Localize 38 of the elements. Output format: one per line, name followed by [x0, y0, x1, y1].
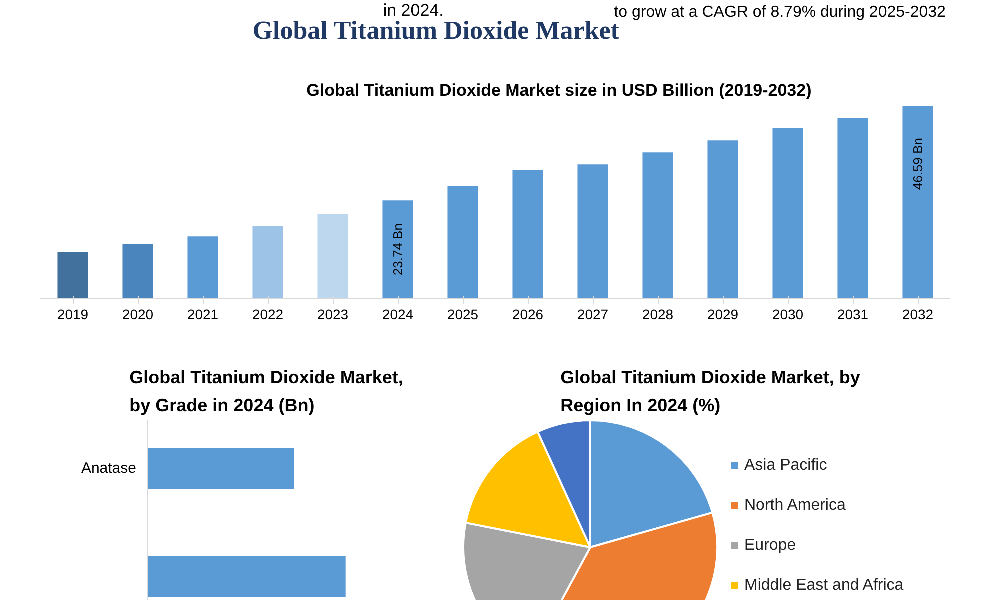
- x-tick-label: 2024: [382, 306, 414, 322]
- x-tick-label: 2019: [57, 306, 89, 322]
- x-tick-label: 2026: [512, 306, 544, 322]
- x-tick-label: 2031: [837, 306, 869, 322]
- bar: [772, 128, 804, 298]
- bar: [708, 140, 738, 298]
- data-label: 46.59 Bn: [910, 138, 926, 190]
- bar: [838, 118, 868, 298]
- x-tick-label: 2029: [707, 306, 739, 322]
- legend-label: Europe: [744, 537, 796, 554]
- x-tick-label: 2021: [187, 306, 219, 322]
- x-tick-label: 2022: [252, 306, 284, 322]
- data-label: 23.74 Bn: [390, 224, 406, 276]
- x-tick-label: 2030: [772, 306, 804, 322]
- x-tick-label: 2025: [447, 306, 479, 322]
- bar: [252, 226, 284, 298]
- bar: [642, 152, 674, 298]
- legend-label: Middle East and Africa: [744, 577, 904, 594]
- legend-label: North America: [744, 497, 846, 514]
- x-tick-label: 2020: [122, 306, 154, 322]
- bar: [58, 252, 88, 298]
- x-tick-label: 2028: [642, 306, 674, 322]
- y-tick-label: Anatase: [81, 460, 137, 477]
- bar: [122, 244, 154, 298]
- chart-subtitle: Global Titanium Dioxide Market size in USD Billion (2019-2032): [306, 81, 812, 100]
- chart-title: Global Titanium Dioxide Market, by Grade in 2024 (Bn): [130, 368, 404, 416]
- x-tick-label: 2032: [902, 306, 934, 322]
- chart-title: Global Titanium Dioxide Market, by Region In 2024 (%): [560, 368, 860, 416]
- bar: [382, 200, 414, 298]
- x-tick-label: 2023: [317, 306, 349, 322]
- bar: [318, 214, 348, 298]
- bar: [902, 106, 934, 298]
- bar: [188, 236, 218, 298]
- bar: [448, 186, 478, 298]
- legend-label: Asia Pacific: [744, 457, 828, 474]
- bar: [512, 170, 544, 298]
- x-tick-label: 2027: [577, 306, 609, 322]
- bar: [578, 164, 608, 298]
